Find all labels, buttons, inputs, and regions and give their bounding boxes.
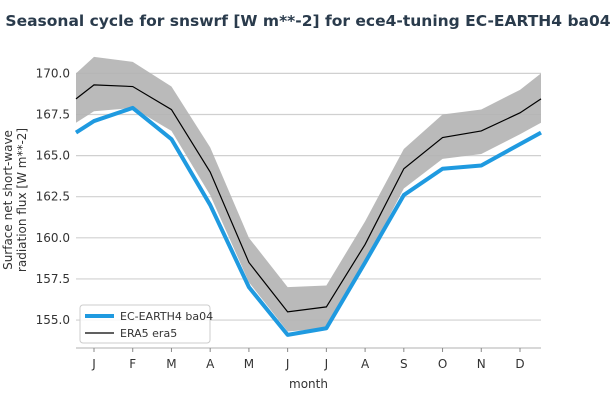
x-tick-label: N <box>477 357 486 371</box>
x-tick-label: J <box>324 357 329 371</box>
x-tick-label: D <box>515 357 524 371</box>
x-tick-label: M <box>166 357 176 371</box>
legend-label: EC-EARTH4 ba04 <box>120 310 213 323</box>
y-tick-label: 157.5 <box>36 272 70 286</box>
series-line-era5 <box>75 84 542 313</box>
series-line-ec-earth4 <box>74 105 542 337</box>
y-tick-label: 165.0 <box>36 149 70 163</box>
x-tick-label: J <box>91 357 96 371</box>
x-tick-label: O <box>438 357 447 371</box>
x-tick-label: M <box>244 357 254 371</box>
x-tick-label: A <box>361 357 370 371</box>
y-tick-label: 167.5 <box>36 107 70 121</box>
chart-title: Seasonal cycle for snswrf [W m**-2] for … <box>5 12 611 30</box>
y-tick-label: 160.0 <box>36 231 70 245</box>
x-tick-label: A <box>206 357 215 371</box>
era5-range-band <box>76 56 541 332</box>
y-tick-label: 170.0 <box>36 66 70 80</box>
x-tick-label: J <box>285 357 290 371</box>
x-tick-label: S <box>400 357 408 371</box>
y-axis-label: Surface net short-waveradiation flux [W … <box>1 128 29 272</box>
x-axis-label: month <box>289 377 328 391</box>
x-tick-label: F <box>129 357 136 371</box>
y-tick-label: 155.0 <box>36 313 70 327</box>
y-tick-label: 162.5 <box>36 190 70 204</box>
legend-label: ERA5 era5 <box>120 327 177 340</box>
